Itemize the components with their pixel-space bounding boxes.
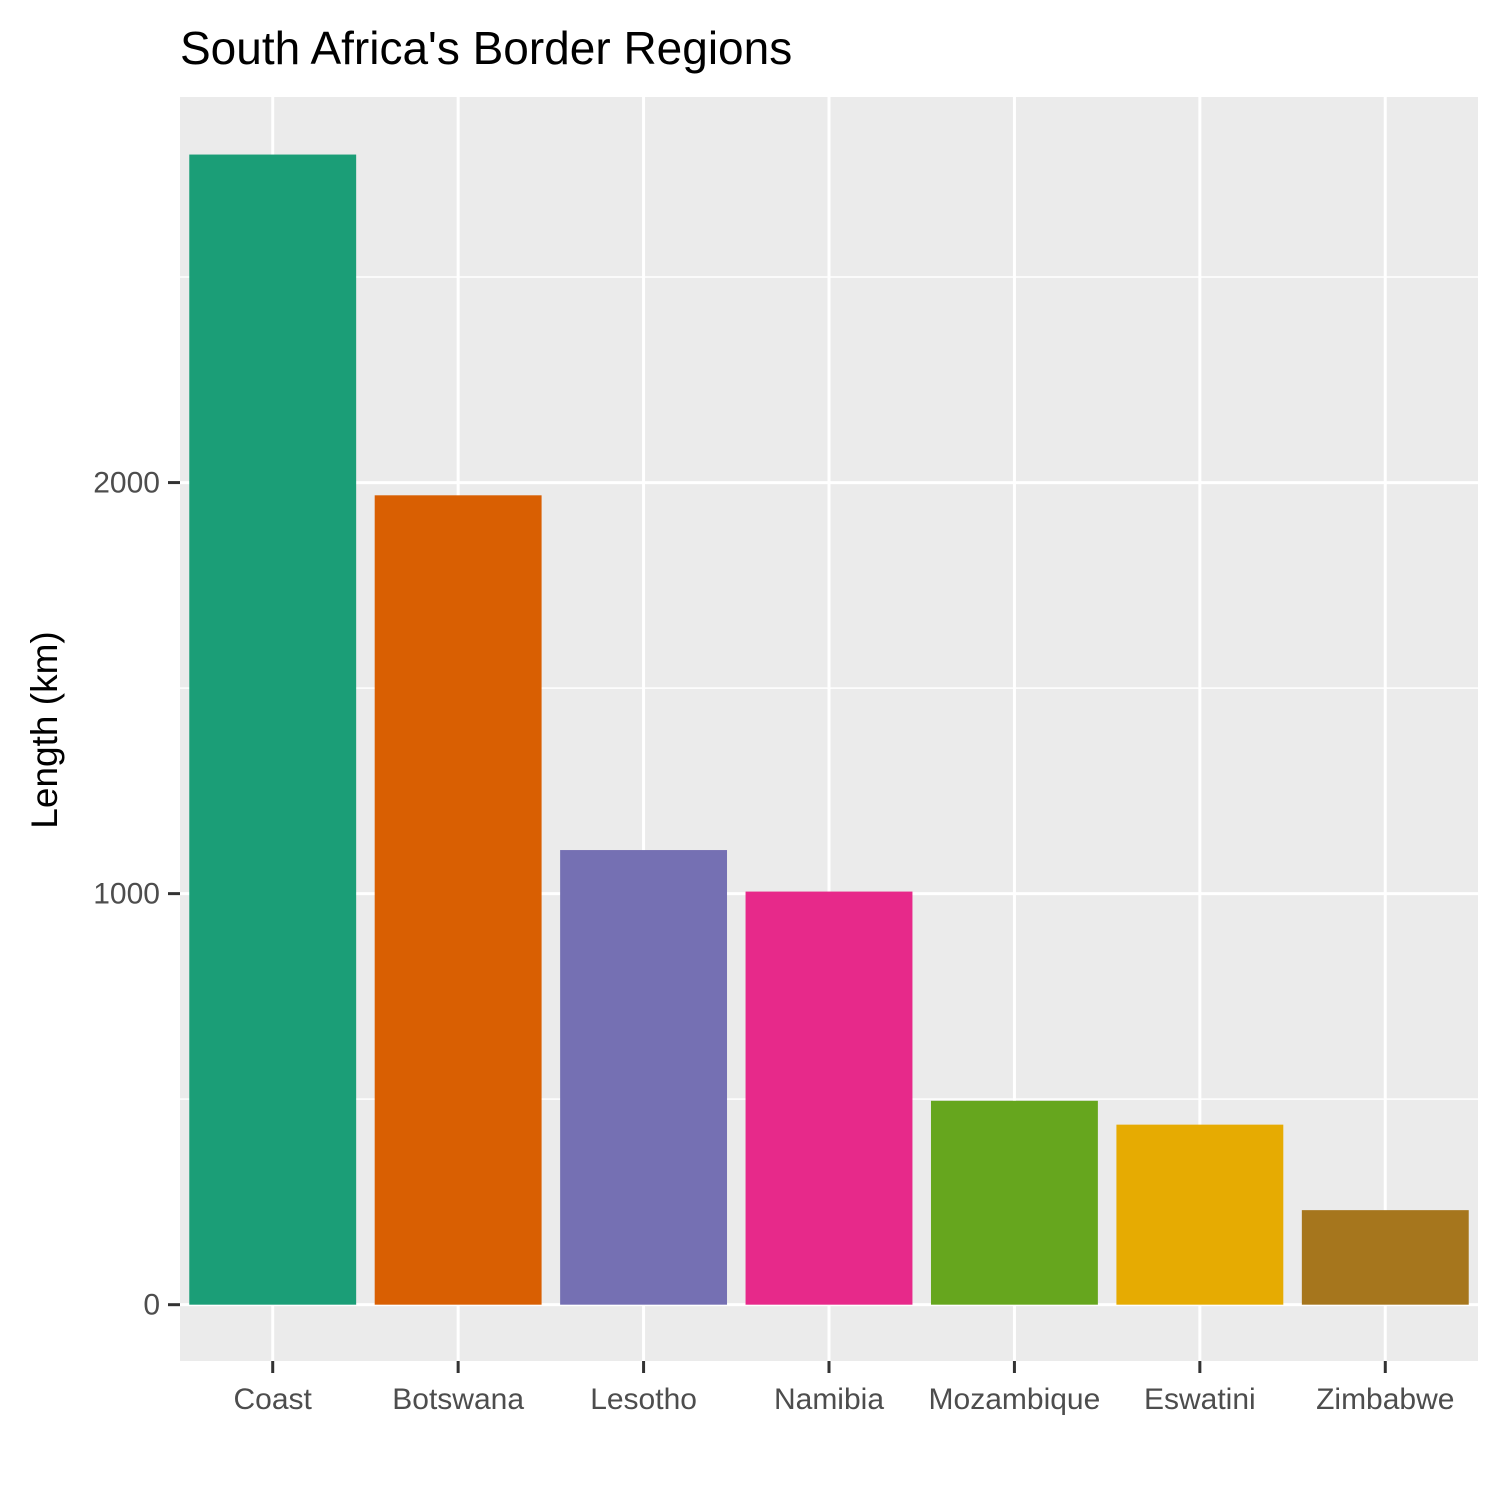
y-axis-title: Length (km) bbox=[24, 631, 65, 828]
y-tick-label: 1000 bbox=[93, 878, 160, 911]
x-tick-label: Namibia bbox=[774, 1383, 884, 1416]
bar-eswatini bbox=[1116, 1124, 1284, 1305]
bar-botswana bbox=[374, 495, 542, 1305]
y-tick-label: 0 bbox=[143, 1289, 160, 1322]
x-tick-label: Botswana bbox=[392, 1383, 524, 1416]
x-tick-label: Lesotho bbox=[590, 1383, 697, 1416]
bars-group bbox=[189, 154, 1469, 1305]
y-tick-label: 2000 bbox=[93, 467, 160, 500]
bar-lesotho bbox=[560, 850, 728, 1305]
x-tick-label: Mozambique bbox=[929, 1383, 1101, 1416]
x-tick-label: Coast bbox=[234, 1383, 313, 1416]
chart-title: South Africa's Border Regions bbox=[180, 22, 792, 74]
bar-mozambique bbox=[930, 1100, 1098, 1305]
bar-coast bbox=[189, 154, 357, 1305]
bar-namibia bbox=[745, 891, 913, 1305]
x-tick-label: Zimbabwe bbox=[1316, 1383, 1454, 1416]
x-tick-label: Eswatini bbox=[1144, 1383, 1256, 1416]
bar-zimbabwe bbox=[1301, 1210, 1469, 1305]
axes-group: 0 1000 2000 Coast Botswana Lesotho Namibia Moza… bbox=[93, 467, 1454, 1416]
